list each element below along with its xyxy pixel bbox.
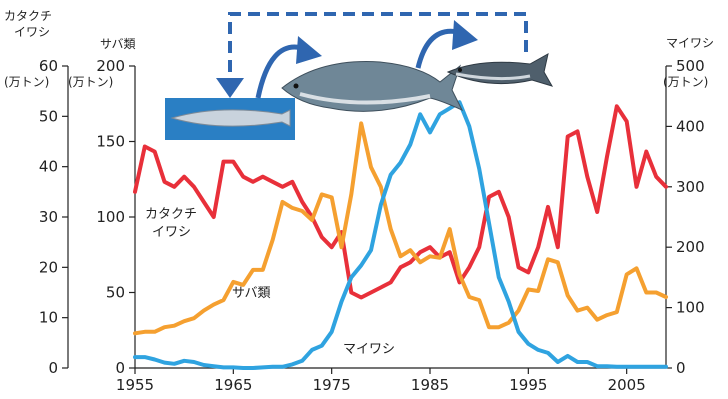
series-line-maiwashi [133,100,668,370]
axis-title-saba-unit: (万トン) [68,75,113,89]
axis-title-maiwashi-unit: (万トン) [663,75,708,89]
x-tick-label: 1995 [509,376,547,394]
curved-arrow-2-head [452,20,478,50]
maiwashi-tick-label: 400 [676,117,705,135]
series-label-katakuchi-line2: イワシ [152,225,191,240]
katakuchi-tick-label: 30 [39,208,58,226]
saba-tick-label: 100 [96,208,125,226]
ticks-saba: 0 50 100 150 200 [96,57,135,377]
axis-title-maiwashi: マイワシ [666,36,714,50]
x-tick-label: 1955 [116,376,154,394]
axis-title-katakuchi-unit: (万トン) [4,75,49,89]
series-line-katakuchi [133,104,668,300]
axis-title-saba: サバ類 [100,37,136,51]
saba-tick-label: 50 [106,284,125,302]
saury-fish-icon [165,98,295,140]
ticks-x: 1955 1965 1975 1985 1995 2005 [116,368,646,394]
series-label-saba: サバ類 [232,286,270,301]
katakuchi-tick-label: 20 [39,258,58,276]
saba-tick-label: 200 [96,57,125,75]
maiwashi-tick-label: 0 [676,359,686,377]
dashed-loop-arrow-head [216,78,244,98]
maiwashi-tick-label: 200 [676,238,705,256]
axes: 0 10 20 30 40 50 60 0 50 100 150 200 0 100 200 300 400… [39,57,705,394]
axis-title-katakuchi-line1: カタクチ [4,9,52,23]
curved-arrow-1-head [296,36,322,64]
katakuchi-tick-label: 50 [39,107,58,125]
x-tick-label: 2005 [608,376,646,394]
sardine-fish-icon [446,53,554,87]
x-tick-label: 1975 [313,376,351,394]
series-line-saba [133,121,668,336]
katakuchi-tick-label: 60 [39,57,58,75]
series-label-maiwashi: マイワシ [343,342,395,357]
x-tick-label: 1985 [411,376,449,394]
fish-illustration [165,12,554,140]
curved-arrow-2 [415,28,459,69]
ticks-katakuchi: 0 10 20 30 40 50 60 [39,57,68,377]
x-tick-label: 1965 [214,376,252,394]
katakuchi-tick-label: 10 [39,309,58,327]
katakuchi-tick-label: 0 [48,359,58,377]
maiwashi-tick-label: 100 [676,299,705,317]
mackerel-fish-icon [281,61,464,112]
curved-arrow-1 [255,44,303,99]
saba-tick-label: 0 [115,359,125,377]
dashed-loop-arrow [228,12,528,82]
series-label-katakuchi-line1: カタクチ [145,207,197,222]
maiwashi-tick-label: 500 [676,57,705,75]
katakuchi-tick-label: 40 [39,158,58,176]
maiwashi-tick-label: 300 [676,178,705,196]
ticks-maiwashi: 0 100 200 300 400 500 [666,57,705,377]
axis-title-katakuchi-line2: イワシ [14,25,50,39]
saba-tick-label: 150 [96,133,125,151]
